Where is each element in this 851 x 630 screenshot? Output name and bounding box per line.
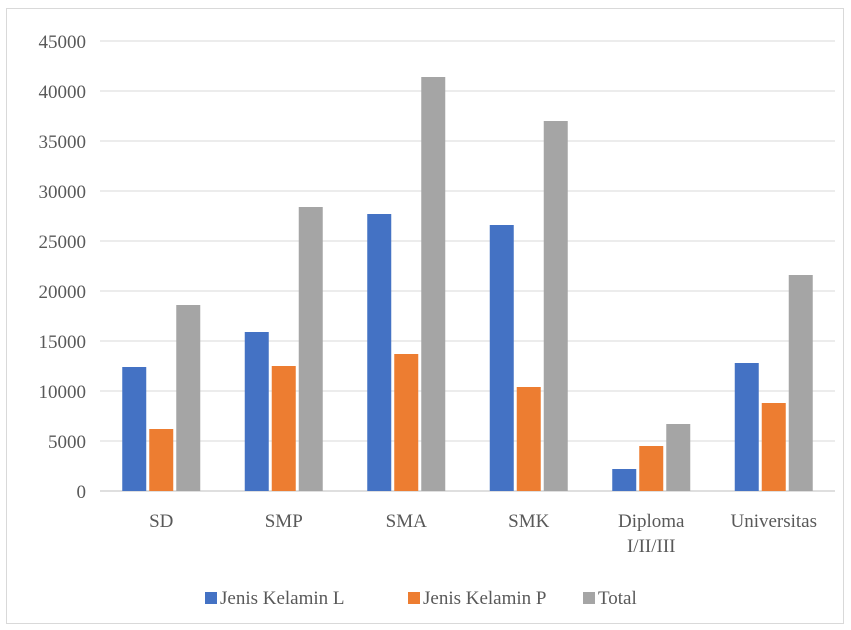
bar (788, 275, 813, 491)
bar (122, 367, 147, 491)
y-tick-label: 30000 (39, 182, 87, 203)
gridlines (100, 40, 835, 492)
x-category-label: SMP (265, 511, 303, 532)
bar (298, 207, 323, 491)
bar (516, 387, 541, 491)
bar (489, 225, 514, 491)
y-tick-label: 15000 (39, 332, 87, 353)
x-category-label: Diploma (618, 511, 685, 532)
bar (734, 363, 759, 491)
bar (421, 77, 446, 491)
bar (244, 332, 269, 491)
x-category-label: SD (149, 511, 173, 532)
legend-label: Total (598, 588, 637, 609)
x-category-label: SMK (508, 511, 549, 532)
bar (271, 366, 296, 491)
y-tick-label: 25000 (39, 232, 87, 253)
y-tick-label: 10000 (39, 382, 87, 403)
y-tick-label: 0 (77, 482, 87, 503)
legend-swatch (583, 592, 595, 604)
y-tick-label: 40000 (39, 82, 87, 103)
bar (176, 305, 201, 491)
legend: Jenis Kelamin L Jenis Kelamin P Total (205, 588, 637, 609)
legend-label: Jenis Kelamin P (423, 588, 547, 609)
x-category-label: I/II/III (627, 536, 676, 557)
bar (761, 403, 786, 491)
y-tick-label: 5000 (48, 432, 86, 453)
bar (666, 424, 691, 491)
legend-swatch (408, 592, 420, 604)
bar (149, 429, 174, 491)
bar (543, 121, 568, 491)
y-axis-tick-labels: 0 5000 10000 15000 20000 25000 30000 35000 40000… (39, 32, 87, 503)
bar (367, 214, 392, 491)
x-category-label: SMA (386, 511, 427, 532)
y-tick-label: 20000 (39, 282, 87, 303)
bar (612, 469, 637, 491)
y-tick-label: 35000 (39, 132, 87, 153)
legend-label: Jenis Kelamin L (220, 588, 345, 609)
bar (639, 446, 664, 491)
legend-swatch (205, 592, 217, 604)
y-tick-label: 45000 (39, 32, 87, 53)
bars (122, 77, 813, 491)
bar (394, 354, 419, 491)
x-category-label: Universitas (730, 511, 817, 532)
x-axis-category-labels: SD SMP SMA SMK Diploma I/II/III Universitas (149, 511, 817, 557)
